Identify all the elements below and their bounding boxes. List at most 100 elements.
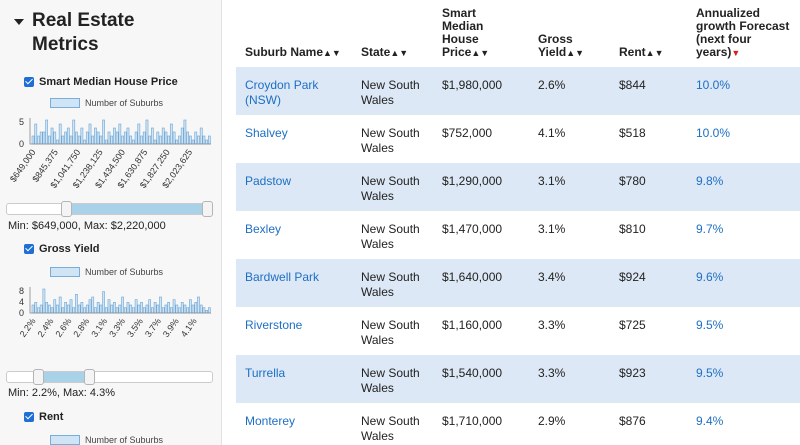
table-row[interactable]: Shalvey New South Wales $752,000 4.1% $518 10… — [236, 115, 800, 163]
slider-min-handle[interactable] — [33, 369, 45, 385]
col-header-label: Gross Yield — [538, 32, 573, 59]
sort-icon[interactable]: ▲▼ — [323, 48, 341, 58]
hist-bar — [126, 127, 130, 145]
legend-swatch — [50, 267, 80, 277]
table-row[interactable]: Croydon Park (NSW) New South Wales $1,980,… — [236, 67, 800, 115]
hist-bar — [96, 131, 100, 145]
suburb-link[interactable]: Bardwell Park — [245, 270, 320, 284]
hist-bar — [75, 294, 78, 314]
hist-bar — [145, 119, 149, 145]
hist-bar — [175, 139, 179, 145]
hist-bar — [207, 135, 211, 145]
price-histogram: 50$649,000$845,375$1,041,750$1,238,125$1… — [8, 117, 211, 190]
yield-checkbox[interactable] — [24, 244, 34, 254]
cell-rent: $924 — [619, 270, 646, 284]
hist-bar — [42, 288, 46, 314]
col-header-growth[interactable]: Annualized growth Forecast (next four ye… — [696, 7, 792, 60]
collapse-caret-icon[interactable] — [14, 19, 24, 25]
hist-bar — [110, 135, 114, 145]
cell-growth[interactable]: 9.6% — [696, 270, 724, 284]
cell-growth[interactable]: 9.4% — [696, 414, 724, 428]
sort-icon[interactable]: ▲▼ — [645, 48, 664, 58]
cell-price: $1,290,000 — [442, 174, 503, 188]
hist-bar — [123, 307, 127, 314]
sort-desc-icon[interactable]: ▼ — [731, 48, 741, 58]
hist-bar — [77, 135, 81, 145]
hist-bar — [186, 131, 190, 145]
cell-state: New South Wales — [361, 174, 420, 203]
cell-price: $1,470,000 — [442, 222, 503, 236]
sort-icon[interactable]: ▲▼ — [471, 48, 490, 58]
cell-growth[interactable]: 9.5% — [696, 318, 724, 332]
col-header-yield[interactable]: Gross Yield▲▼ — [538, 33, 598, 60]
hist-y-tick: 8 — [19, 286, 24, 296]
hist-bar — [115, 131, 119, 145]
hist-x-tick: 3.5% — [125, 316, 145, 339]
hist-bar — [66, 304, 70, 314]
sort-icon[interactable]: ▲▼ — [390, 48, 409, 58]
hist-bar — [53, 131, 57, 145]
rent-checkbox[interactable] — [24, 412, 34, 422]
slider-min-handle[interactable] — [60, 201, 72, 217]
suburb-link[interactable]: Turrella — [245, 366, 286, 380]
cell-price: $1,980,000 — [442, 78, 503, 92]
hist-bar — [197, 296, 200, 314]
sort-icon[interactable]: ▲▼ — [566, 48, 585, 58]
slider-max-handle[interactable] — [202, 201, 213, 217]
hist-x-tick: 3.1% — [89, 316, 109, 339]
table-row[interactable]: Padstow New South Wales $1,290,000 3.1% $780… — [236, 163, 800, 211]
hist-axis — [29, 118, 211, 145]
hist-x-tick: 2.4% — [36, 316, 56, 339]
hist-bar — [151, 127, 154, 145]
suburb-link[interactable]: Bexley — [245, 222, 282, 236]
hist-bar — [126, 302, 130, 314]
cell-growth[interactable]: 9.5% — [696, 366, 724, 380]
table-row[interactable]: Bardwell Park New South Wales $1,640,000 3.… — [236, 259, 800, 307]
cell-state: New South Wales — [361, 126, 420, 155]
hist-bar — [161, 127, 165, 145]
yield-range-slider[interactable] — [6, 369, 213, 385]
yield-filter-toggle[interactable]: Gross Yield — [24, 243, 100, 255]
cell-growth[interactable]: 10.0% — [696, 126, 731, 140]
price-range-slider[interactable] — [6, 201, 213, 217]
hist-bar — [83, 139, 86, 145]
table-row[interactable]: Riverstone New South Wales $1,160,000 3.3% $… — [236, 307, 800, 355]
sidebar-header[interactable]: Real Estate Metrics — [14, 9, 162, 57]
cell-growth[interactable]: 9.7% — [696, 222, 724, 236]
suburb-link[interactable]: Shalvey — [245, 126, 288, 140]
hist-bar — [202, 307, 206, 314]
col-header-price[interactable]: Smart Median House Price▲▼ — [442, 7, 504, 60]
suburb-link[interactable]: Croydon Park (NSW) — [245, 78, 319, 107]
hist-bar — [104, 307, 108, 314]
hist-bar — [199, 127, 203, 145]
hist-bar — [115, 307, 119, 314]
hist-bar — [137, 123, 141, 145]
slider-max-handle[interactable] — [84, 369, 96, 385]
table-row[interactable]: Turrella New South Wales $1,540,000 3.3% $92… — [236, 355, 800, 403]
slider-selection — [66, 204, 208, 214]
price-checkbox[interactable] — [24, 77, 34, 87]
col-header-rent[interactable]: Rent▲▼ — [619, 46, 679, 60]
table-row[interactable]: Bexley New South Wales $1,470,000 3.1% $810 9… — [236, 211, 800, 259]
price-filter-label: Smart Median House Price — [39, 76, 178, 88]
hist-bar — [64, 302, 67, 314]
suburb-link[interactable]: Padstow — [245, 174, 292, 188]
hist-bar — [137, 304, 141, 314]
hist-bar — [61, 135, 65, 145]
rent-filter-toggle[interactable]: Rent — [24, 411, 63, 423]
hist-bar — [202, 135, 206, 145]
hist-bar — [183, 304, 187, 314]
price-filter-toggle[interactable]: Smart Median House Price — [24, 76, 178, 88]
suburb-link[interactable]: Riverstone — [245, 318, 303, 332]
cell-state: New South Wales — [361, 414, 420, 443]
hist-bar — [178, 307, 181, 314]
cell-growth[interactable]: 9.8% — [696, 174, 724, 188]
hist-bar — [96, 302, 100, 314]
cell-growth[interactable]: 10.0% — [696, 78, 731, 92]
cell-yield: 3.3% — [538, 366, 566, 380]
hist-bar — [53, 299, 57, 314]
col-header-state[interactable]: State▲▼ — [361, 46, 431, 60]
table-row[interactable]: Monterey New South Wales $1,710,000 2.9% $87… — [236, 403, 800, 445]
col-header-suburb[interactable]: Suburb Name▲▼ — [245, 46, 345, 60]
suburb-link[interactable]: Monterey — [245, 414, 296, 428]
